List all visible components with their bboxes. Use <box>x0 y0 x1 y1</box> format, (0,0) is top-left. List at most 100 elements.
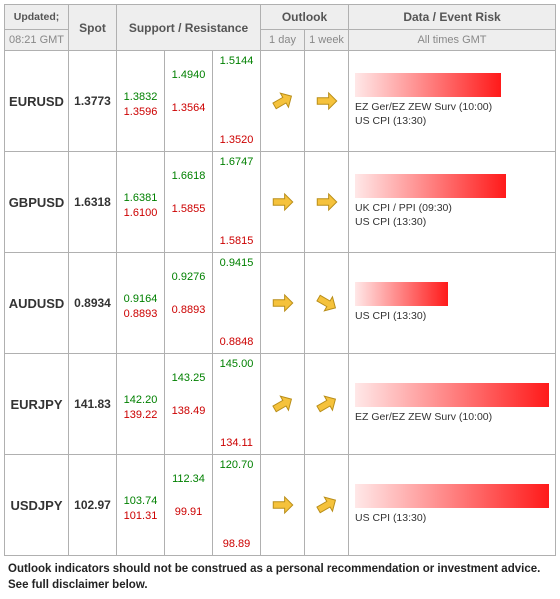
risk-events: US CPI (13:30) <box>355 512 549 526</box>
arrow-down-icon <box>314 290 340 316</box>
table-row: USDJPY 102.97 103.74 101.31 112.34 99.91… <box>5 455 556 556</box>
resistance-1: 1.6381 <box>117 192 164 205</box>
risk-event: US CPI (13:30) <box>355 310 549 324</box>
outlook-1day <box>261 51 305 152</box>
outlook-1day <box>261 152 305 253</box>
resistance-2: 143.25 <box>165 372 212 385</box>
risk-bar <box>355 383 549 407</box>
risk-cell: EZ Ger/EZ ZEW Surv (10:00) <box>349 354 556 455</box>
updated-time: 08:21 GMT <box>5 30 69 51</box>
support-2: 1.5855 <box>165 203 212 216</box>
resistance-2: 0.9276 <box>165 271 212 284</box>
sr-level-1: 1.6381 1.6100 <box>117 152 165 253</box>
support-3: 1.5815 <box>213 235 260 248</box>
risk-bar <box>355 484 549 508</box>
resistance-2: 1.4940 <box>165 69 212 82</box>
resistance-1: 103.74 <box>117 495 164 508</box>
disclaimer: Outlook indicators should not be constru… <box>4 556 556 595</box>
resistance-3: 120.70 <box>213 459 260 472</box>
arrow-flat-icon <box>314 88 340 114</box>
risk-event: UK CPI / PPI (09:30) <box>355 202 549 216</box>
outlook-1week <box>305 455 349 556</box>
pair-name: USDJPY <box>5 455 69 556</box>
risk-bar <box>355 73 549 97</box>
col-sr: Support / Resistance <box>117 5 261 51</box>
table-row: EURJPY 141.83 142.20 139.22 143.25 138.4… <box>5 354 556 455</box>
sr-level-3: 1.6747 1.5815 <box>213 152 261 253</box>
sr-level-2: 143.25 138.49 <box>165 354 213 455</box>
support-1: 1.6100 <box>117 207 164 220</box>
risk-event: EZ Ger/EZ ZEW Surv (10:00) <box>355 101 549 115</box>
spot-value: 102.97 <box>69 455 117 556</box>
sr-level-2: 1.4940 1.3564 <box>165 51 213 152</box>
spot-value: 141.83 <box>69 354 117 455</box>
risk-event: US CPI (13:30) <box>355 216 549 230</box>
risk-event: US CPI (13:30) <box>355 512 549 526</box>
resistance-3: 1.5144 <box>213 55 260 68</box>
sr-level-3: 120.70 98.89 <box>213 455 261 556</box>
support-2: 138.49 <box>165 405 212 418</box>
resistance-2: 1.6618 <box>165 170 212 183</box>
sr-level-1: 0.9164 0.8893 <box>117 253 165 354</box>
pair-name: GBPUSD <box>5 152 69 253</box>
sr-level-3: 0.9415 0.8848 <box>213 253 261 354</box>
col-risk: Data / Event Risk <box>349 5 556 30</box>
col-outlook-1w: 1 week <box>305 30 349 51</box>
col-spot: Spot <box>69 5 117 51</box>
forex-table: Updated; Spot Support / Resistance Outlo… <box>4 4 556 556</box>
support-3: 0.8848 <box>213 336 260 349</box>
spot-value: 1.3773 <box>69 51 117 152</box>
support-2: 0.8893 <box>165 304 212 317</box>
pair-name: EURJPY <box>5 354 69 455</box>
table-row: GBPUSD 1.6318 1.6381 1.6100 1.6618 1.585… <box>5 152 556 253</box>
outlook-1week <box>305 152 349 253</box>
risk-cell: UK CPI / PPI (09:30)US CPI (13:30) <box>349 152 556 253</box>
arrow-up-icon <box>270 391 296 417</box>
table-body: EURUSD 1.3773 1.3832 1.3596 1.4940 1.356… <box>5 51 556 556</box>
support-3: 1.3520 <box>213 134 260 147</box>
risk-cell: US CPI (13:30) <box>349 253 556 354</box>
resistance-1: 1.3832 <box>117 91 164 104</box>
sr-level-1: 1.3832 1.3596 <box>117 51 165 152</box>
risk-event: EZ Ger/EZ ZEW Surv (10:00) <box>355 411 549 425</box>
support-3: 98.89 <box>213 538 260 551</box>
resistance-3: 0.9415 <box>213 257 260 270</box>
support-3: 134.11 <box>213 437 260 450</box>
col-outlook: Outlook <box>261 5 349 30</box>
outlook-1week <box>305 354 349 455</box>
sr-level-2: 0.9276 0.8893 <box>165 253 213 354</box>
arrow-up-icon <box>314 492 340 518</box>
table-row: EURUSD 1.3773 1.3832 1.3596 1.4940 1.356… <box>5 51 556 152</box>
support-2: 99.91 <box>165 506 212 519</box>
sr-level-3: 1.5144 1.3520 <box>213 51 261 152</box>
risk-events: UK CPI / PPI (09:30)US CPI (13:30) <box>355 202 549 229</box>
sr-level-1: 103.74 101.31 <box>117 455 165 556</box>
sr-level-1: 142.20 139.22 <box>117 354 165 455</box>
arrow-flat-icon <box>270 290 296 316</box>
resistance-3: 145.00 <box>213 358 260 371</box>
risk-events: EZ Ger/EZ ZEW Surv (10:00) <box>355 411 549 425</box>
resistance-2: 112.34 <box>165 473 212 486</box>
risk-events: US CPI (13:30) <box>355 310 549 324</box>
support-1: 101.31 <box>117 510 164 523</box>
arrow-flat-icon <box>270 189 296 215</box>
risk-events: EZ Ger/EZ ZEW Surv (10:00)US CPI (13:30) <box>355 101 549 128</box>
outlook-1day <box>261 253 305 354</box>
risk-cell: EZ Ger/EZ ZEW Surv (10:00)US CPI (13:30) <box>349 51 556 152</box>
risk-bar <box>355 282 549 306</box>
risk-bar <box>355 174 549 198</box>
pair-name: AUDUSD <box>5 253 69 354</box>
outlook-1day <box>261 354 305 455</box>
col-risk-sub: All times GMT <box>349 30 556 51</box>
arrow-flat-icon <box>270 492 296 518</box>
sr-level-2: 1.6618 1.5855 <box>165 152 213 253</box>
outlook-1day <box>261 455 305 556</box>
pair-name: EURUSD <box>5 51 69 152</box>
arrow-up-icon <box>314 391 340 417</box>
outlook-1week <box>305 51 349 152</box>
table-header: Updated; Spot Support / Resistance Outlo… <box>5 5 556 51</box>
updated-label: Updated; <box>5 5 69 30</box>
sr-level-2: 112.34 99.91 <box>165 455 213 556</box>
support-1: 0.8893 <box>117 308 164 321</box>
arrow-flat-icon <box>314 189 340 215</box>
